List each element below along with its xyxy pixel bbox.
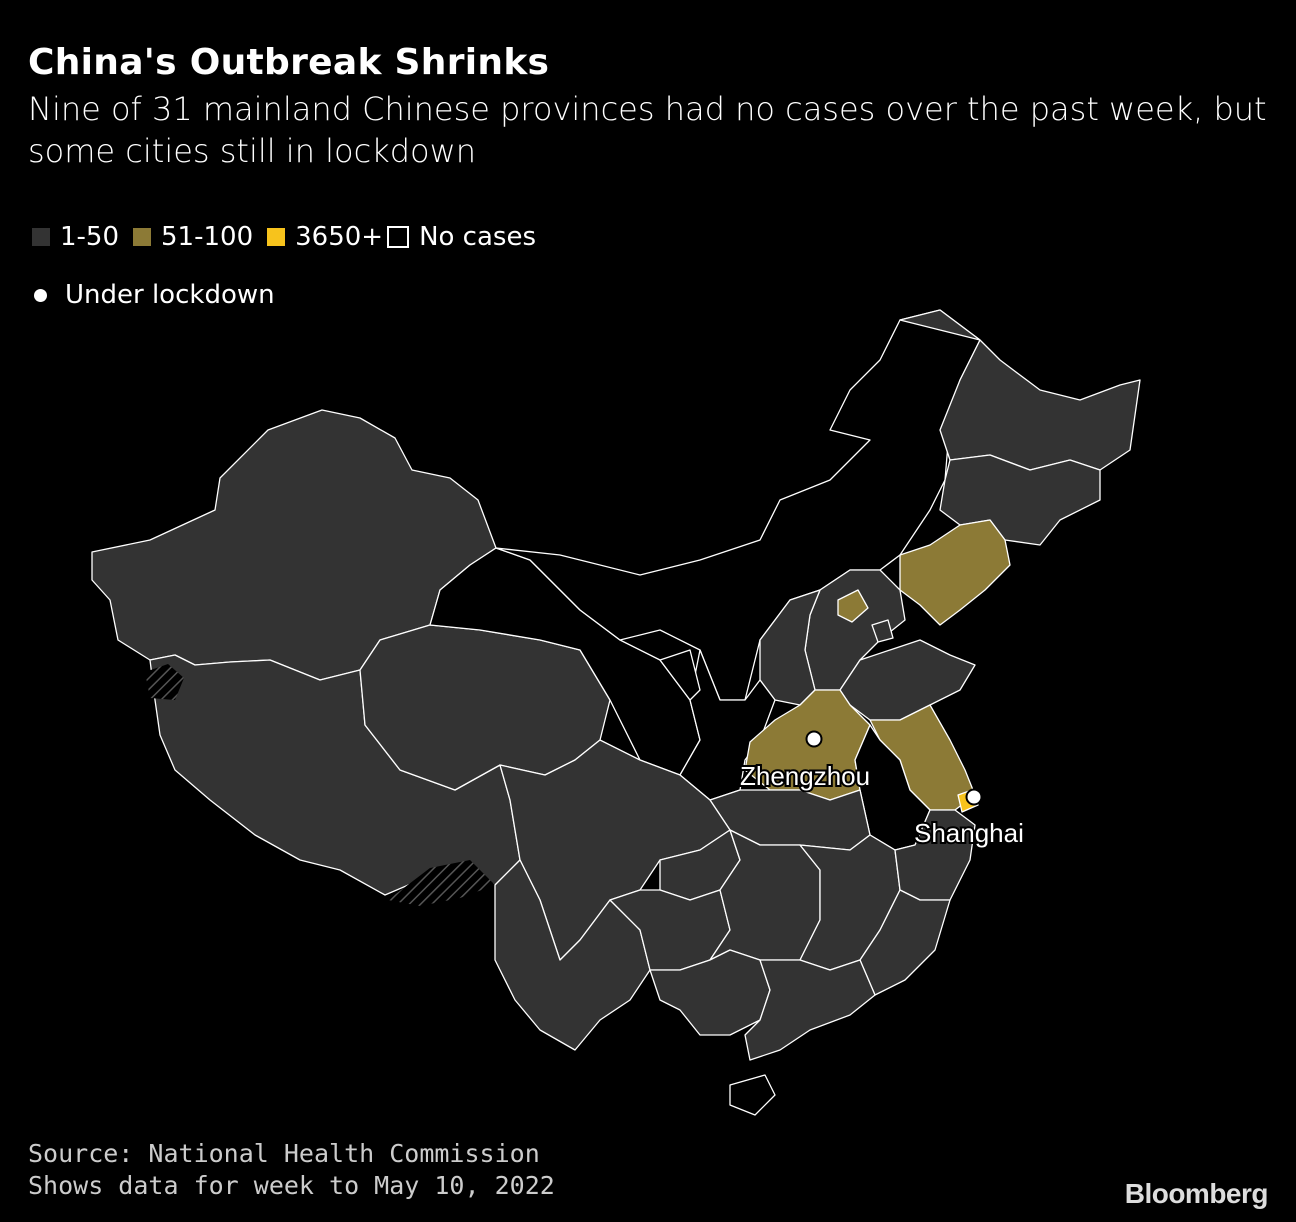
legend-item-none: No cases (387, 222, 536, 252)
source-note: Source: National Health Commission (28, 1139, 540, 1168)
city-label-zhengzhou: Zhengzhou (740, 761, 870, 791)
legend-item-high: 3650+ (267, 222, 383, 252)
map-title: China's Outbreak Shrinks (28, 42, 550, 83)
region-tianjin (871, 619, 894, 643)
lockdown-dot-icon (34, 288, 47, 302)
lockdown-marker-zhengzhou (805, 730, 823, 748)
data-date-note: Shows data for week to May 10, 2022 (28, 1171, 555, 1200)
lockdown-marker-shanghai (965, 788, 983, 806)
legend-item-mid: 51-100 (133, 222, 253, 252)
disputed-area-west (145, 664, 184, 700)
region-liaoning (899, 519, 1011, 626)
legend: 1-50 51-100 3650+ No cases (32, 222, 550, 252)
region-guangdong (744, 959, 876, 1061)
legend-lockdown: Under lockdown (34, 280, 275, 310)
city-label-shanghai: Shanghai (914, 818, 1024, 848)
footer: Source: National Health Commission Shows… (28, 1138, 555, 1202)
legend-swatch-high (267, 228, 286, 246)
legend-label-high: 3650+ (295, 222, 384, 252)
region-hainan (729, 1074, 776, 1116)
legend-lockdown-label: Under lockdown (65, 280, 275, 310)
legend-swatch-low (32, 228, 50, 246)
disputed-area-south (388, 860, 495, 906)
legend-label-none: No cases (419, 222, 536, 252)
region-beijing (837, 589, 869, 623)
china-map: Zhengzhou Shanghai (91, 309, 1141, 1116)
map-subtitle: Nine of 31 mainland Chinese provinces ha… (28, 90, 1267, 170)
legend-swatch-mid (133, 228, 152, 246)
legend-item-low: 1-50 (32, 222, 119, 252)
legend-swatch-none (387, 226, 410, 248)
bloomberg-logo: Bloomberg (1124, 1178, 1269, 1209)
region-shandong (839, 639, 976, 721)
legend-label-low: 1-50 (60, 222, 120, 252)
region-ningxia (659, 649, 701, 701)
region-heilongjiang (899, 309, 1141, 471)
legend-label-mid: 51-100 (161, 222, 254, 252)
region-shaanxi (679, 649, 776, 801)
